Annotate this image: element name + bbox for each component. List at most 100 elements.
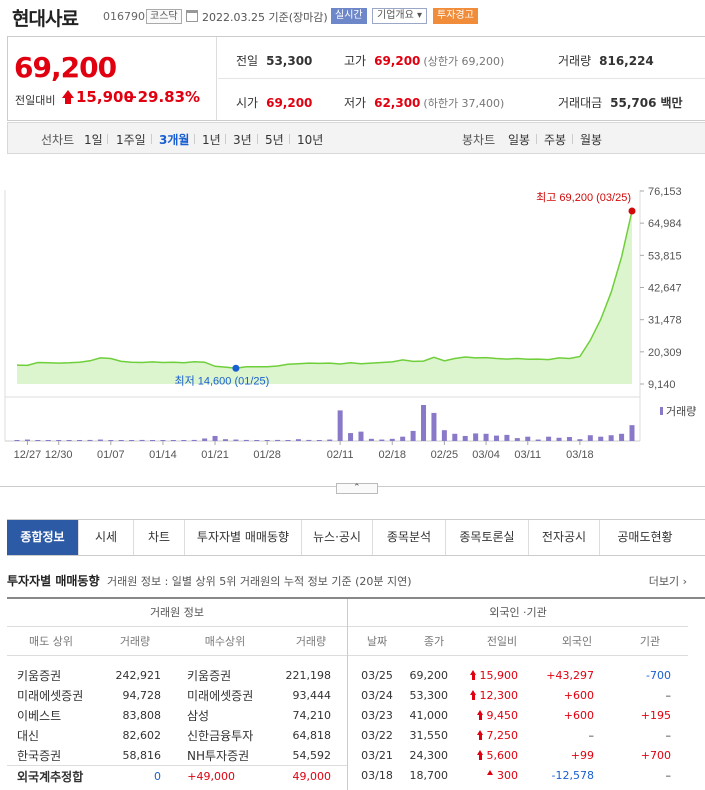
volume-bar	[160, 440, 166, 441]
tab-analysis[interactable]: 종목분석	[373, 520, 446, 555]
fi-change: 9,450	[462, 706, 518, 726]
tab-disclosure[interactable]: 전자공시	[529, 520, 600, 555]
up-arrow-icon	[469, 690, 477, 700]
fi-foreign: –	[588, 729, 595, 742]
volume-bar	[368, 438, 374, 441]
x-tick-label: 12/27	[14, 449, 42, 461]
high-price: 고가 69,200 (상한가 69,200)	[344, 54, 505, 68]
fi-institution: –	[665, 729, 672, 742]
fi-foreign: +600	[563, 709, 594, 722]
sell-broker-volume: 82,602	[122, 729, 162, 742]
current-price: 69,200	[14, 51, 117, 84]
fi-date: 03/25	[361, 669, 393, 682]
period-5y[interactable]: 5년	[265, 133, 284, 147]
y-tick-label: 42,647	[648, 282, 682, 294]
period-3y[interactable]: 3년	[233, 133, 252, 147]
more-link[interactable]: 더보기 ›	[648, 575, 687, 588]
sell-broker-name: 이베스트	[17, 709, 62, 723]
foreign-sum-diff: +49,000	[187, 770, 235, 783]
col-sell-top: 매도 상위	[7, 628, 95, 656]
buy-broker-name: 삼성	[187, 709, 210, 723]
fi-close: 69,200	[409, 669, 449, 682]
tab-short-selling[interactable]: 공매도현황	[617, 530, 673, 544]
period-3m[interactable]: 3개월	[159, 133, 190, 147]
candle-weekly[interactable]: 주봉	[544, 133, 567, 147]
volume-bar	[306, 439, 312, 441]
period-selector: 선차트 1일 1주일 3개월 1년 3년 5년 10년 봉차트 일봉 주봉 월봉	[7, 122, 705, 154]
volume-bar	[577, 439, 583, 441]
sell-broker-volume: 83,808	[122, 709, 162, 722]
tab-summary[interactable]: 종합정보	[7, 520, 79, 555]
chevron-up-icon: ⌃	[353, 483, 361, 493]
tab-news[interactable]: 뉴스·공시	[302, 520, 373, 555]
volume-bar	[295, 439, 301, 441]
buy-broker-volume: 93,444	[292, 689, 332, 702]
volume-bar	[473, 433, 479, 441]
candle-chart-label: 봉차트	[462, 133, 496, 147]
volume-bar	[202, 438, 208, 441]
section-description: 거래원 정보 : 일별 상위 5위 거래원의 누적 정보 기준 (20분 지연)	[107, 575, 412, 588]
volume-bar	[462, 435, 468, 441]
volume-bar	[421, 405, 427, 441]
volume-bar	[66, 440, 72, 441]
investor-tables: 거래원 정보 외국인 ·기관 매도 상위 거래량 매수상위 거래량 날짜 종가 …	[7, 597, 705, 790]
col-institution: 기관	[612, 628, 688, 656]
open-price: 시가 69,200	[236, 96, 313, 110]
fi-institution: -700	[646, 669, 671, 682]
fi-change: 12,300	[462, 686, 518, 706]
fi-close: 31,550	[409, 729, 449, 742]
col-change: 전일비	[462, 628, 542, 656]
period-10y[interactable]: 10년	[297, 133, 324, 147]
sell-broker-volume: 58,816	[122, 749, 162, 762]
calendar-icon	[186, 10, 198, 22]
tab-discussion[interactable]: 종목토론실	[446, 520, 529, 555]
volume-bar	[264, 440, 270, 441]
tab-investor-trend[interactable]: 투자자별 매매동향	[185, 520, 302, 555]
fi-date: 03/24	[361, 689, 393, 702]
period-1y[interactable]: 1년	[202, 133, 221, 147]
sell-broker-volume: 94,728	[122, 689, 162, 702]
volume: 거래량 816,224	[558, 54, 654, 68]
stock-tabs: 종합정보 시세 차트 투자자별 매매동향 뉴스·공시 종목분석 종목토론실 전자…	[7, 519, 705, 556]
x-tick-label: 01/21	[201, 449, 229, 461]
volume-bar	[118, 440, 124, 441]
up-arrow-icon	[62, 90, 74, 104]
up-arrow-icon	[476, 730, 484, 740]
volume-bar	[389, 438, 395, 441]
fi-date: 03/23	[361, 709, 393, 722]
price-change-pct: +29.83%	[125, 88, 201, 106]
period-1d[interactable]: 1일	[84, 133, 103, 147]
volume-bar	[233, 439, 239, 441]
candle-monthly[interactable]: 월봉	[580, 133, 603, 147]
col-buy-volume: 거래량	[275, 628, 347, 656]
volume-bar	[97, 439, 103, 441]
fi-foreign: +600	[563, 689, 594, 702]
col-date: 날짜	[348, 628, 406, 656]
realtime-button[interactable]: 실시간	[331, 8, 367, 24]
low-point-marker	[232, 364, 240, 372]
tab-quotes[interactable]: 시세	[79, 520, 134, 555]
tab-chart[interactable]: 차트	[134, 520, 185, 555]
x-tick-label: 03/11	[514, 449, 541, 461]
x-tick-label: 03/04	[472, 449, 500, 461]
candle-daily[interactable]: 일봉	[508, 133, 531, 147]
period-1w[interactable]: 1주일	[116, 133, 146, 147]
price-box: 69,200 전일대비 15,900 +29.83%	[8, 37, 217, 120]
volume-bar	[358, 431, 364, 441]
price-chart[interactable]: 76,153 64,984 53,815 42,647 31,478 20,309 9,14…	[0, 175, 705, 475]
col-foreign: 외국인	[542, 628, 612, 656]
y-tick-label: 53,815	[648, 250, 682, 262]
volume-bar	[431, 412, 437, 441]
fi-institution: +700	[640, 749, 671, 762]
volume-bar	[348, 433, 354, 441]
volume-legend: 거래량	[666, 405, 696, 418]
company-overview-dropdown[interactable]: 기업개요 ▾	[372, 8, 427, 24]
broker-table-title: 거래원 정보	[7, 599, 347, 627]
sell-broker-volume: 242,921	[115, 669, 162, 682]
volume-bar	[410, 430, 416, 441]
y-tick-label: 20,309	[648, 347, 682, 359]
volume-bar	[316, 440, 322, 441]
collapse-chart-button[interactable]: ⌃	[336, 483, 378, 494]
price-line	[16, 210, 633, 370]
volume-bar	[493, 435, 499, 441]
